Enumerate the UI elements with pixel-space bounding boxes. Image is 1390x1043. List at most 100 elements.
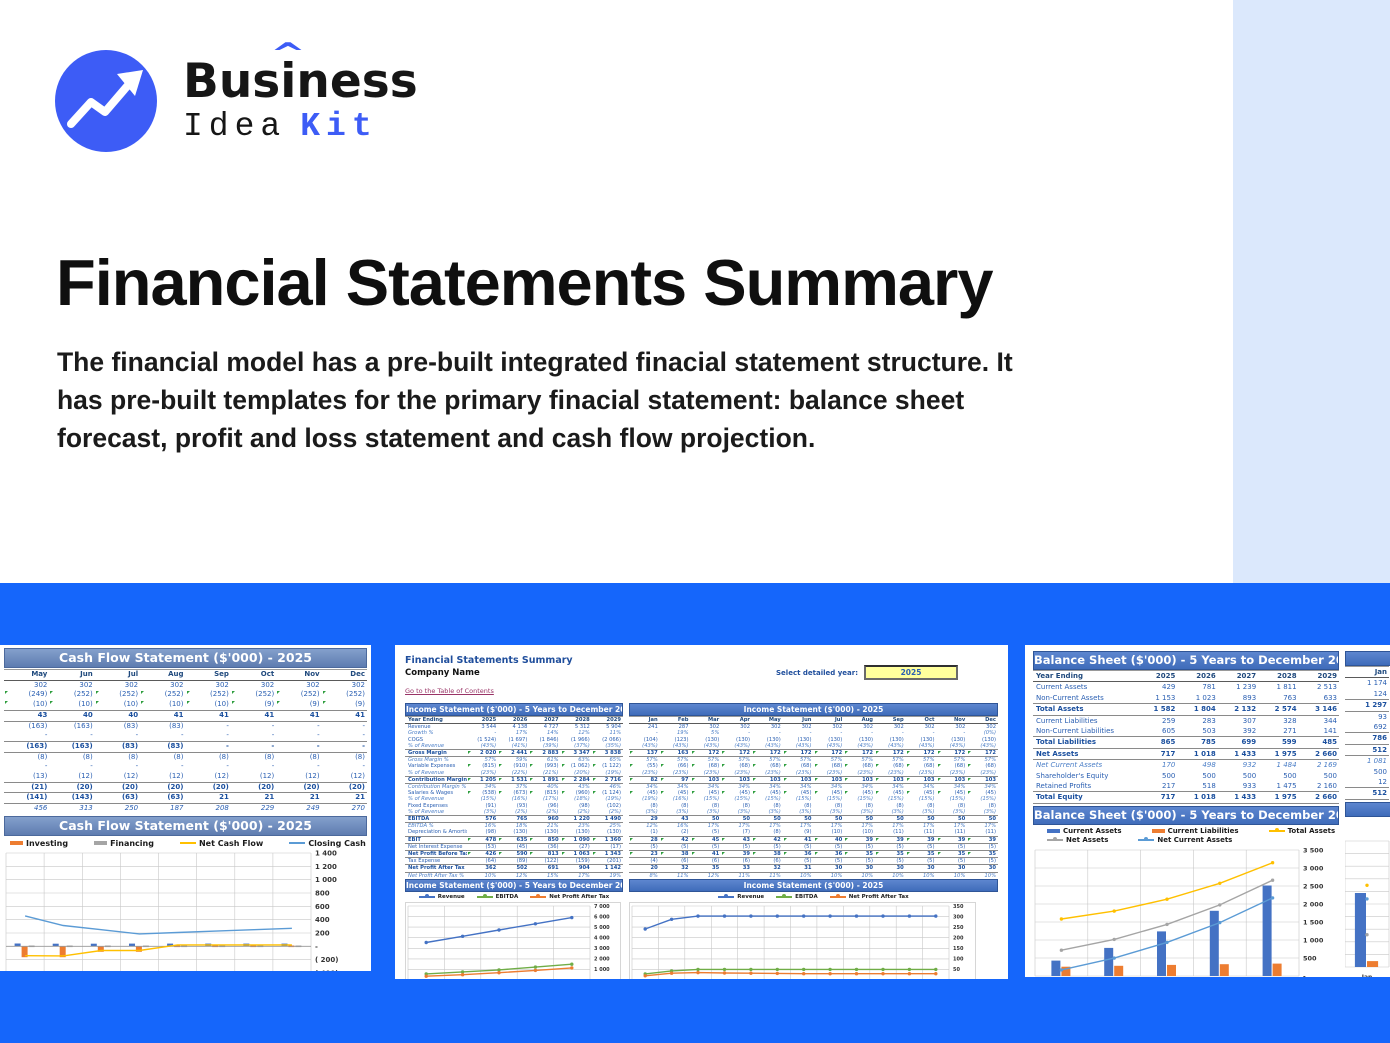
table-cell: (130) — [982, 736, 996, 743]
flag-icon — [937, 764, 941, 768]
table-cell: 42 — [659, 835, 691, 844]
table-cell: 302 — [215, 680, 229, 689]
table-cell: (6) — [742, 858, 750, 865]
table-row: Jan — [1345, 665, 1389, 679]
table-cell: 19% — [609, 872, 621, 879]
svg-text:5 000: 5 000 — [594, 925, 610, 931]
table-cell: 5 904 — [606, 724, 621, 731]
table-cell: 50 — [752, 815, 783, 824]
legend-item: Net Profit After Tax — [829, 894, 909, 900]
flag-icon — [561, 791, 565, 795]
flag-icon — [592, 837, 596, 841]
table-cell: - — [226, 731, 229, 740]
table-cell: (23%) — [857, 769, 873, 776]
table-cell: 40% — [547, 784, 559, 791]
table-cell: 302 — [986, 724, 996, 731]
page-title: Financial Statements Summary — [56, 245, 993, 319]
table-cell: (64) — [485, 858, 497, 865]
table-cell: (20) — [276, 781, 322, 794]
table-cell: Oct — [905, 715, 937, 725]
row-label-cell: Retained Profits — [1036, 782, 1092, 791]
flag-icon — [95, 691, 99, 695]
flag-icon — [968, 751, 972, 755]
table-cell: (7) — [742, 829, 750, 836]
row-label-cell: % of Revenue — [408, 796, 445, 803]
table-cell: - — [321, 740, 367, 753]
flag-icon — [783, 791, 787, 795]
legend-item: Current Liabilities — [1151, 827, 1239, 835]
table-cell: 172 — [844, 749, 875, 758]
table-cell: 172 — [721, 749, 752, 758]
flag-icon — [468, 764, 471, 768]
table-row: 692 — [1345, 722, 1389, 733]
table-cell: - — [90, 731, 93, 740]
flag-icon — [231, 691, 235, 695]
legend-swatch — [179, 842, 196, 845]
table-cell: (5) — [896, 843, 904, 850]
table-cell: (5) — [650, 843, 658, 850]
table-cell: (37%) — [574, 742, 590, 749]
table-cell: 82 — [629, 775, 660, 785]
table-cell: - — [901, 730, 904, 737]
table-cell: 10% — [922, 872, 935, 879]
table-row: 34% 34% 34% 34% 34% 34% 34% 34% 34% 34% 34% 34% — [629, 784, 998, 791]
table-row: (55) (66) (68) (68) (68) (68) (68) (68) (68) (68)… — [629, 763, 998, 769]
table-cell: - — [226, 721, 229, 730]
table-cell: (143) — [49, 792, 95, 805]
table-cell: (8) — [82, 752, 93, 761]
table-cell: 2 284 — [560, 775, 592, 785]
flag-icon — [753, 791, 756, 795]
balance-monthly-table-header — [1345, 651, 1390, 666]
table-cell: Jul — [813, 715, 845, 725]
table-row: (249) (252) (252) (252) (252) (252) (252) (252) — [4, 690, 367, 700]
row-label-cell: Net Profit After Tax % — [408, 872, 465, 879]
table-cell: (5) — [988, 843, 996, 850]
table-cell: (15%) — [734, 796, 750, 803]
flag-icon — [783, 751, 787, 755]
flag-icon — [876, 751, 879, 755]
flag-icon — [277, 701, 281, 705]
flag-icon — [561, 852, 565, 856]
table-cell: 1 582 — [1137, 703, 1178, 716]
table-cell: 35 — [967, 850, 998, 859]
svg-text:6 000: 6 000 — [594, 914, 610, 920]
table-of-contents-link[interactable]: Go to the Table of Contents — [405, 687, 494, 695]
table-cell: (45) — [814, 790, 845, 796]
table-cell: 103 — [936, 775, 968, 785]
table-cell: (23%) — [949, 769, 966, 776]
svg-text:2 500: 2 500 — [1303, 882, 1324, 890]
legend-label: Closing Cash — [308, 838, 366, 848]
table-cell: (45) — [967, 790, 998, 796]
table-cell: Jan — [629, 715, 660, 725]
table-cell: 500 — [1373, 767, 1387, 776]
table-cell: (68) — [967, 763, 998, 769]
table-cell: 30 — [844, 864, 875, 873]
table-cell: (68) — [906, 763, 937, 769]
year-select-input[interactable]: 2025 — [864, 665, 958, 680]
table-cell: 57% — [738, 757, 750, 764]
table-cell: 43 — [4, 709, 50, 722]
table-cell: (1 122) — [592, 763, 623, 769]
table-cell: 17% — [830, 823, 843, 830]
balance-chart-legend: Current Assets Current Liabilities Total A… — [1033, 825, 1339, 846]
summary-panel: Financial Statements Summary Company Nam… — [395, 645, 1008, 979]
table-cell: (8) — [128, 752, 139, 761]
table-row: 456 313 250 187 208 229 249 270 — [4, 804, 367, 814]
flag-icon — [968, 777, 972, 781]
flag-icon — [845, 837, 849, 841]
table-cell: (45) — [875, 790, 906, 796]
sheet-title: Financial Statements Summary — [405, 655, 573, 666]
table-row: Gross Margin 2 020 2 441 2 883 3 347 3 838 — [405, 749, 623, 758]
flag-icon — [968, 791, 972, 795]
table-cell: Jul — [94, 669, 141, 681]
table-cell: (68) — [783, 763, 814, 769]
table-cell: (123) — [674, 736, 689, 743]
table-cell: (15%) — [480, 796, 497, 803]
table-cell: (5) — [896, 858, 904, 865]
table-cell: (130) — [951, 736, 966, 743]
table-cell: (13) — [33, 772, 48, 781]
flag-icon — [231, 701, 235, 705]
table-cell: 30 — [875, 864, 906, 873]
table-cell: 2 660 — [1298, 747, 1339, 761]
table-cell: (45) — [844, 790, 875, 796]
